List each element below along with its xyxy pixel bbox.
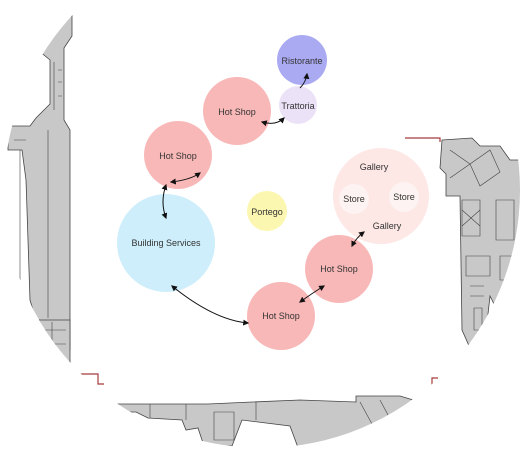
portego-bubble [247,191,287,231]
hot-shop-top-bubble [203,77,271,145]
arrow-hotshop-gallery [351,231,365,248]
red-boundary-mark [74,373,104,385]
arrow-hotshop-hotshop-lower [299,285,326,303]
label-portego: Portego [251,207,283,217]
program-bubbles [117,35,429,350]
bottom-building-block [111,395,441,448]
label-hot-shop-left: Hot Shop [159,151,197,161]
red-boundary-mark [405,137,441,142]
label-ristorante: Ristorante [281,56,322,66]
hot-shop-bottom-bubble [247,282,315,350]
label-hot-shop-bottom: Hot Shop [262,311,300,321]
bubble-labels: Ristorante Trattoria Hot Shop Hot Shop B… [131,56,414,321]
arrow-hotshop-trattoria [260,117,285,127]
trattoria-bubble [279,86,317,124]
adjacency-arrows [161,72,365,326]
site-plan-context [7,9,520,448]
label-hot-shop-right: Hot Shop [320,264,358,274]
right-building-block [439,137,520,349]
arrow-hotshop-buildingservices [161,183,168,220]
hot-shop-left-bubble [144,121,212,189]
arrow-buildingservices-hotshop [171,285,250,326]
ristorante-bubble [277,35,327,85]
label-trattoria: Trattoria [281,101,314,111]
store-right-bubble [389,182,419,212]
gallery-cluster-bubble [333,148,429,244]
arrow-trattoria-ristorante [299,72,310,89]
building-services-bubble [117,194,215,292]
label-gallery-bottom: Gallery [373,221,402,231]
label-hot-shop-top: Hot Shop [218,107,256,117]
label-store-left: Store [343,194,365,204]
label-gallery-top: Gallery [360,162,389,172]
label-building-services: Building Services [131,238,201,248]
store-left-bubble [339,184,369,214]
label-store-right: Store [393,192,415,202]
red-boundary-mark [431,377,438,390]
arrow-hotshop-hotshop [169,172,201,185]
left-building-block [7,9,73,373]
